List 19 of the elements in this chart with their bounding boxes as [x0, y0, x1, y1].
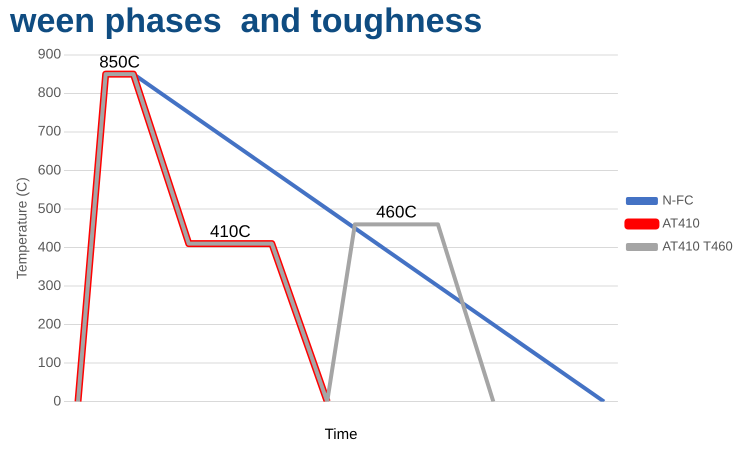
y-tick-label: 200	[38, 315, 62, 332]
annotation: 410C	[210, 222, 251, 241]
chart-title: ween phases and toughness	[9, 2, 482, 40]
y-tick-label: 100	[38, 354, 62, 370]
y-tick-label: 400	[38, 238, 62, 254]
y-tick-label: 800	[38, 84, 62, 100]
annotation: 460C	[376, 202, 417, 222]
y-tick-label: 700	[38, 122, 62, 139]
y-tick-label: 600	[38, 161, 62, 178]
legend-label: N-FC	[662, 192, 694, 208]
x-axis-title: Time	[324, 426, 358, 444]
y-axis-title: Temperature (C)	[13, 177, 30, 280]
y-tick-label: 900	[38, 46, 62, 62]
legend-label: AT410	[662, 216, 700, 231]
y-tick-label: 0	[53, 392, 62, 408]
y-tick-label: 300	[38, 276, 62, 293]
annotation: 850C	[99, 52, 140, 72]
y-tick-label: 500	[38, 200, 62, 216]
legend-label: AT410 T460	[662, 238, 733, 254]
